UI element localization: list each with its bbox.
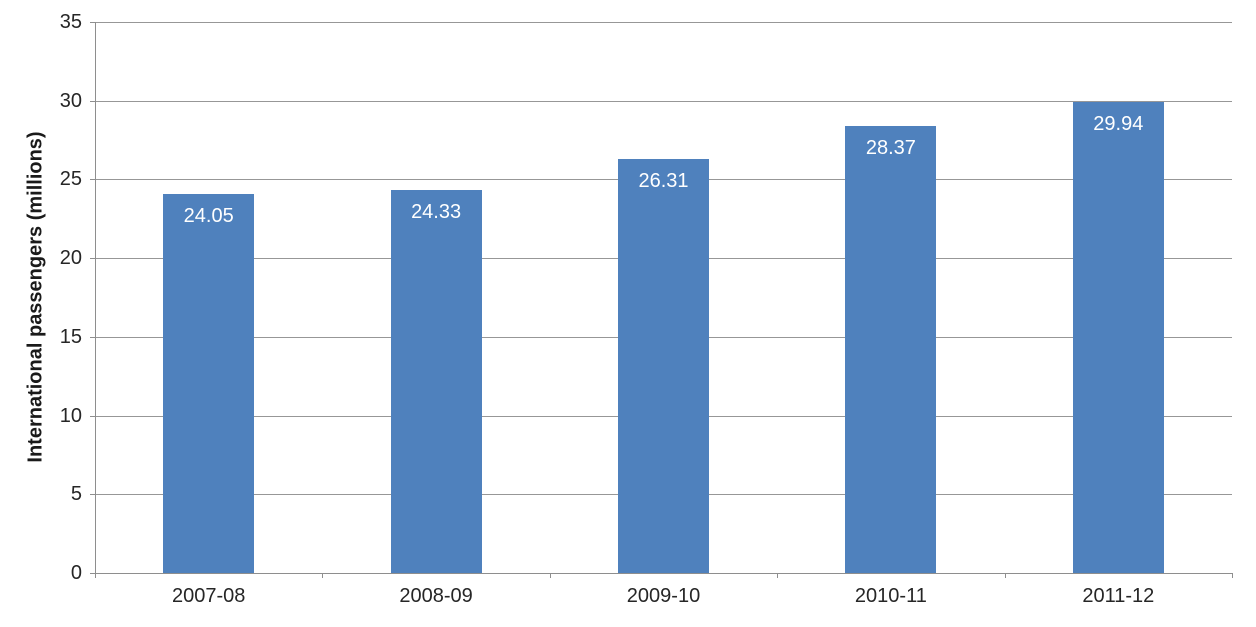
x-axis-tick-mark [549, 573, 551, 578]
bar: 24.33 [390, 189, 482, 573]
x-axis-tick-mark [1232, 573, 1233, 578]
x-axis-tick-mark [777, 573, 779, 578]
y-axis-tick-mark [90, 258, 95, 260]
y-axis-tick-label: 10 [59, 404, 82, 427]
bar-data-label: 24.05 [183, 205, 234, 228]
x-axis-tick-mark [95, 573, 96, 578]
bar-data-label: 24.33 [411, 200, 462, 223]
y-axis-tick-label: 35 [59, 11, 82, 33]
x-axis-tick-mark [322, 573, 324, 578]
bar-data-label: 29.94 [1093, 112, 1144, 135]
y-axis-tick-label: 30 [59, 89, 82, 112]
y-axis-tick-mark [90, 179, 95, 181]
y-axis-tick-mark [90, 100, 95, 102]
bar: 26.31 [618, 158, 709, 573]
x-axis-tick-label: 2007-08 [171, 585, 246, 607]
y-axis-tick-mark [90, 22, 95, 23]
y-axis-tick-label: 0 [70, 562, 82, 584]
y-axis-tick-label: 20 [59, 247, 82, 270]
y-axis-tick-label: 25 [59, 168, 82, 191]
y-axis-tick-mark [90, 415, 95, 417]
y-axis-tick-mark [90, 336, 95, 338]
gridline [95, 22, 1232, 23]
x-axis-tick-label: 2009-10 [626, 585, 701, 607]
bar: 28.37 [845, 126, 937, 573]
x-axis-line [95, 573, 1233, 574]
y-axis-line [95, 22, 96, 574]
y-axis-tick-label: 15 [59, 325, 82, 348]
bar: 29.94 [1072, 101, 1164, 573]
x-axis-tick-label: 2011-12 [1082, 585, 1155, 607]
y-axis-tick-mark [90, 494, 95, 496]
x-axis-tick-label: 2010-11 [854, 585, 927, 607]
y-axis-tick-mark [90, 573, 95, 574]
bar: 24.05 [163, 194, 255, 573]
gridline [95, 100, 1232, 102]
x-axis-tick-label: 2008-09 [399, 585, 473, 607]
y-axis-tick-label: 5 [70, 483, 82, 506]
x-axis-tick-mark [1004, 573, 1006, 578]
bar-data-label: 28.37 [865, 137, 916, 160]
bar-data-label: 26.31 [638, 169, 689, 192]
